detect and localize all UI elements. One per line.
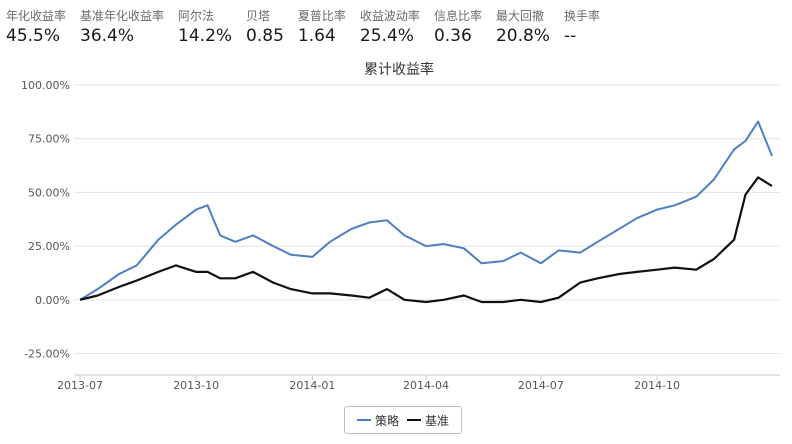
y-tick-label: 100.00%	[21, 79, 70, 92]
stat-label: 换手率	[563, 9, 600, 23]
y-tick-label: 25.00%	[28, 240, 70, 253]
stat-value: 1.64	[297, 26, 336, 46]
x-tick-label: 2013-10	[173, 379, 219, 392]
series-line-strategy	[79, 120, 773, 301]
legend-item-benchmark[interactable]: 基准	[407, 412, 449, 429]
stat-value: 25.4%	[359, 26, 414, 46]
stat-label: 收益波动率	[359, 9, 420, 23]
stat-max-drawdown: 最大回撤 20.8%	[496, 8, 550, 48]
stat-label: 基准年化收益率	[80, 9, 165, 23]
chart-title: 累计收益率	[364, 61, 434, 78]
stat-label: 最大回撤	[495, 9, 544, 23]
stat-value: --	[563, 26, 577, 46]
x-tick-label: 2014-07	[518, 379, 564, 392]
stat-value: 20.8%	[495, 26, 550, 46]
stat-value: 45.5%	[6, 26, 61, 46]
series-line-benchmark	[79, 176, 773, 304]
y-tick-label: 0.00%	[35, 294, 70, 307]
legend-swatch-strategy	[357, 419, 371, 421]
grid	[74, 84, 780, 355]
x-axis: 2013-07 2013-10 2014-01 2014-04 2014-07 2014-…	[57, 374, 780, 392]
stat-information-ratio: 信息比率 0.36	[434, 8, 482, 48]
legend-label: 策略	[375, 413, 400, 428]
x-tick-label: 2014-10	[634, 379, 680, 392]
stat-label: 信息比率	[433, 9, 482, 23]
stat-value: 36.4%	[80, 26, 135, 46]
stat-label: 阿尔法	[178, 9, 215, 23]
stat-label: 年化收益率	[6, 9, 67, 23]
chart-legend: 策略 基准	[344, 406, 463, 434]
stat-volatility: 收益波动率 25.4%	[360, 8, 420, 48]
y-tick-label: 50.00%	[28, 186, 70, 199]
series-lines	[79, 120, 773, 304]
y-tick-label: -25.00%	[24, 348, 70, 361]
stats-bar: 年化收益率 45.5% 基准年化收益率 36.4% 阿尔法 14.2% 贝塔 0…	[6, 8, 614, 48]
legend-item-strategy[interactable]: 策略	[357, 412, 399, 429]
stat-value: 0.36	[433, 26, 472, 46]
stat-annual-return: 年化收益率 45.5%	[6, 8, 66, 48]
stat-sharpe: 夏普比率 1.64	[298, 8, 346, 48]
stat-value: 0.85	[246, 26, 284, 46]
y-axis: 100.00% 75.00% 50.00% 25.00% 0.00% -25.00%	[21, 79, 70, 361]
y-tick-label: 75.00%	[28, 133, 70, 146]
stat-value: 14.2%	[178, 26, 233, 46]
legend-swatch-benchmark	[407, 419, 422, 421]
stat-benchmark-return: 基准年化收益率 36.4%	[80, 8, 164, 48]
stat-label: 贝塔	[246, 9, 271, 23]
x-tick-label: 2013-07	[57, 379, 103, 392]
legend-label: 基准	[425, 413, 450, 428]
stat-label: 夏普比率	[297, 9, 346, 23]
x-tick-label: 2014-01	[289, 379, 335, 392]
stat-alpha: 阿尔法 14.2%	[178, 8, 232, 48]
stat-beta: 贝塔 0.85	[246, 8, 284, 48]
x-tick-label: 2014-04	[403, 379, 449, 392]
stat-turnover: 换手率 --	[564, 8, 600, 48]
